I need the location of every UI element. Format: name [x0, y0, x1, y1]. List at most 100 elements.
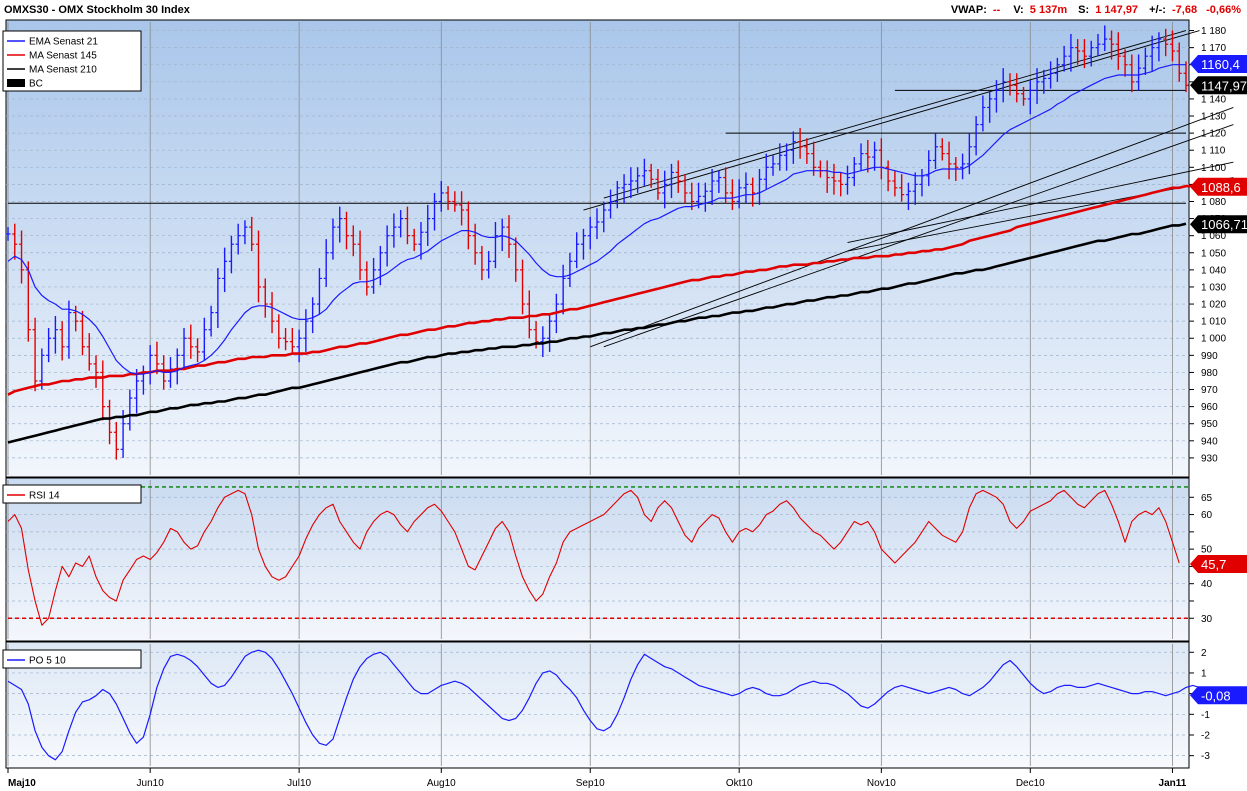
price-bar	[188, 324, 194, 359]
price-bar	[1048, 61, 1054, 89]
price-bar	[59, 321, 65, 361]
y-axes: 930 940 950 960 970 980 990 1 000 1 010 1 020 1 03…	[1189, 26, 1226, 762]
volume-value: 5 137m	[1030, 4, 1068, 16]
price-tick-label: 1 140	[1201, 94, 1226, 105]
price-bar	[79, 310, 85, 356]
x-axis: Maj10 Jun10 Jul10 Aug10 Sep10 Okt10 Nov10 Dec10…	[7, 768, 1187, 789]
price-bar	[689, 182, 695, 211]
price-bar	[228, 235, 234, 274]
price-bar	[391, 213, 397, 248]
price-last-label-shape	[1190, 215, 1247, 234]
price-panel	[5, 19, 1190, 478]
price-bar	[587, 216, 593, 250]
x-tick-label: Aug10	[427, 778, 456, 789]
rsi-panel	[5, 477, 1190, 642]
price-bar	[100, 360, 106, 421]
price-bar	[201, 317, 207, 361]
price-bar	[1102, 25, 1108, 52]
x-tick-label: Nov10	[867, 778, 896, 789]
price-bar	[357, 230, 363, 281]
price-bar	[1027, 80, 1033, 115]
po-tick-label: 1	[1201, 668, 1207, 679]
price-tick-label: 1 000	[1201, 334, 1226, 345]
price-bar	[872, 141, 878, 171]
price-bar	[682, 174, 688, 204]
change-label: +/-:	[1149, 4, 1166, 16]
price-tick-label: 940	[1201, 436, 1218, 447]
price-bar	[1149, 35, 1155, 72]
ma-210-line	[7, 222, 1187, 444]
price-bar	[608, 189, 614, 219]
price-bar	[831, 163, 837, 195]
price-bar	[418, 222, 424, 260]
price-bar	[621, 174, 627, 204]
price-bar	[635, 167, 641, 193]
trend-line	[847, 161, 1234, 243]
price-bar	[1075, 39, 1081, 65]
price-tick-label: 990	[1201, 351, 1218, 362]
price-tick-label: 1 030	[1201, 282, 1226, 293]
price-bar	[1088, 40, 1094, 67]
po-last-label-text: -0,08	[1201, 688, 1231, 703]
price-tick-label: 1 080	[1201, 197, 1226, 208]
price-bar	[628, 167, 634, 199]
price-bar	[1061, 45, 1067, 72]
legend-label: RSI 14	[29, 491, 60, 502]
price-last-label-shape	[1190, 76, 1247, 95]
price-bar	[66, 300, 72, 359]
price-bar	[12, 223, 18, 260]
po-tick-label: -2	[1201, 730, 1210, 741]
price-bar	[1014, 73, 1020, 103]
trend-channel-lines	[583, 30, 1234, 348]
price-bar	[912, 172, 918, 205]
legend-label: BC	[29, 79, 43, 90]
price-tick-label: 1 180	[1201, 26, 1226, 37]
legend-label: MA Senast 210	[29, 65, 97, 76]
legends: EMA Senast 21 MA Senast 145 MA Senast 210 B…	[2, 30, 142, 669]
price-bar	[648, 163, 654, 188]
vwap-label: VWAP:	[951, 4, 987, 16]
price-bar	[1169, 30, 1175, 62]
po-tick-label: -3	[1201, 751, 1210, 762]
price-bar	[39, 348, 45, 390]
price-bar	[384, 225, 390, 267]
price-bar	[641, 158, 647, 187]
price-bar	[885, 160, 891, 192]
price-bar	[432, 192, 438, 231]
price-bar	[452, 191, 458, 212]
rsi-tick-label: 60	[1201, 510, 1213, 521]
price-bar	[1000, 68, 1006, 103]
price-bar	[540, 326, 546, 358]
price-bar	[668, 163, 674, 199]
rsi-last-label: 45,7	[1190, 554, 1247, 573]
price-bar	[438, 180, 444, 212]
price-bar	[580, 228, 586, 260]
price-bar	[283, 327, 289, 351]
price-tick-label: 1 060	[1201, 231, 1226, 242]
rsi-legend: RSI 14	[2, 484, 142, 504]
price-bar	[1054, 57, 1060, 82]
x-tick-label: Maj10	[8, 778, 36, 789]
price-bar	[743, 172, 749, 204]
price-bar	[269, 292, 275, 334]
price-last-label-text: 1147,97	[1201, 78, 1247, 93]
price-legend: EMA Senast 21 MA Senast 145 MA Senast 210 B…	[2, 30, 142, 92]
price-bar	[858, 143, 864, 171]
trend-line	[603, 30, 1187, 199]
price-bar	[445, 186, 451, 211]
price-last-label: 1088,6	[1190, 177, 1247, 196]
price-tick-label: 950	[1201, 419, 1218, 430]
price-bar	[404, 206, 410, 245]
price-bar	[987, 92, 993, 123]
price-bar	[851, 157, 857, 187]
rsi-tick-label: 65	[1201, 493, 1213, 504]
price-bar	[323, 239, 329, 287]
price-bar	[797, 127, 803, 159]
price-tick-label: 1 050	[1201, 248, 1226, 259]
price-bar	[696, 182, 702, 209]
price-bar	[1081, 39, 1087, 69]
price-bar	[127, 389, 133, 431]
po-panel	[5, 641, 1190, 769]
price-bar	[865, 139, 871, 173]
price-bar	[32, 317, 38, 392]
